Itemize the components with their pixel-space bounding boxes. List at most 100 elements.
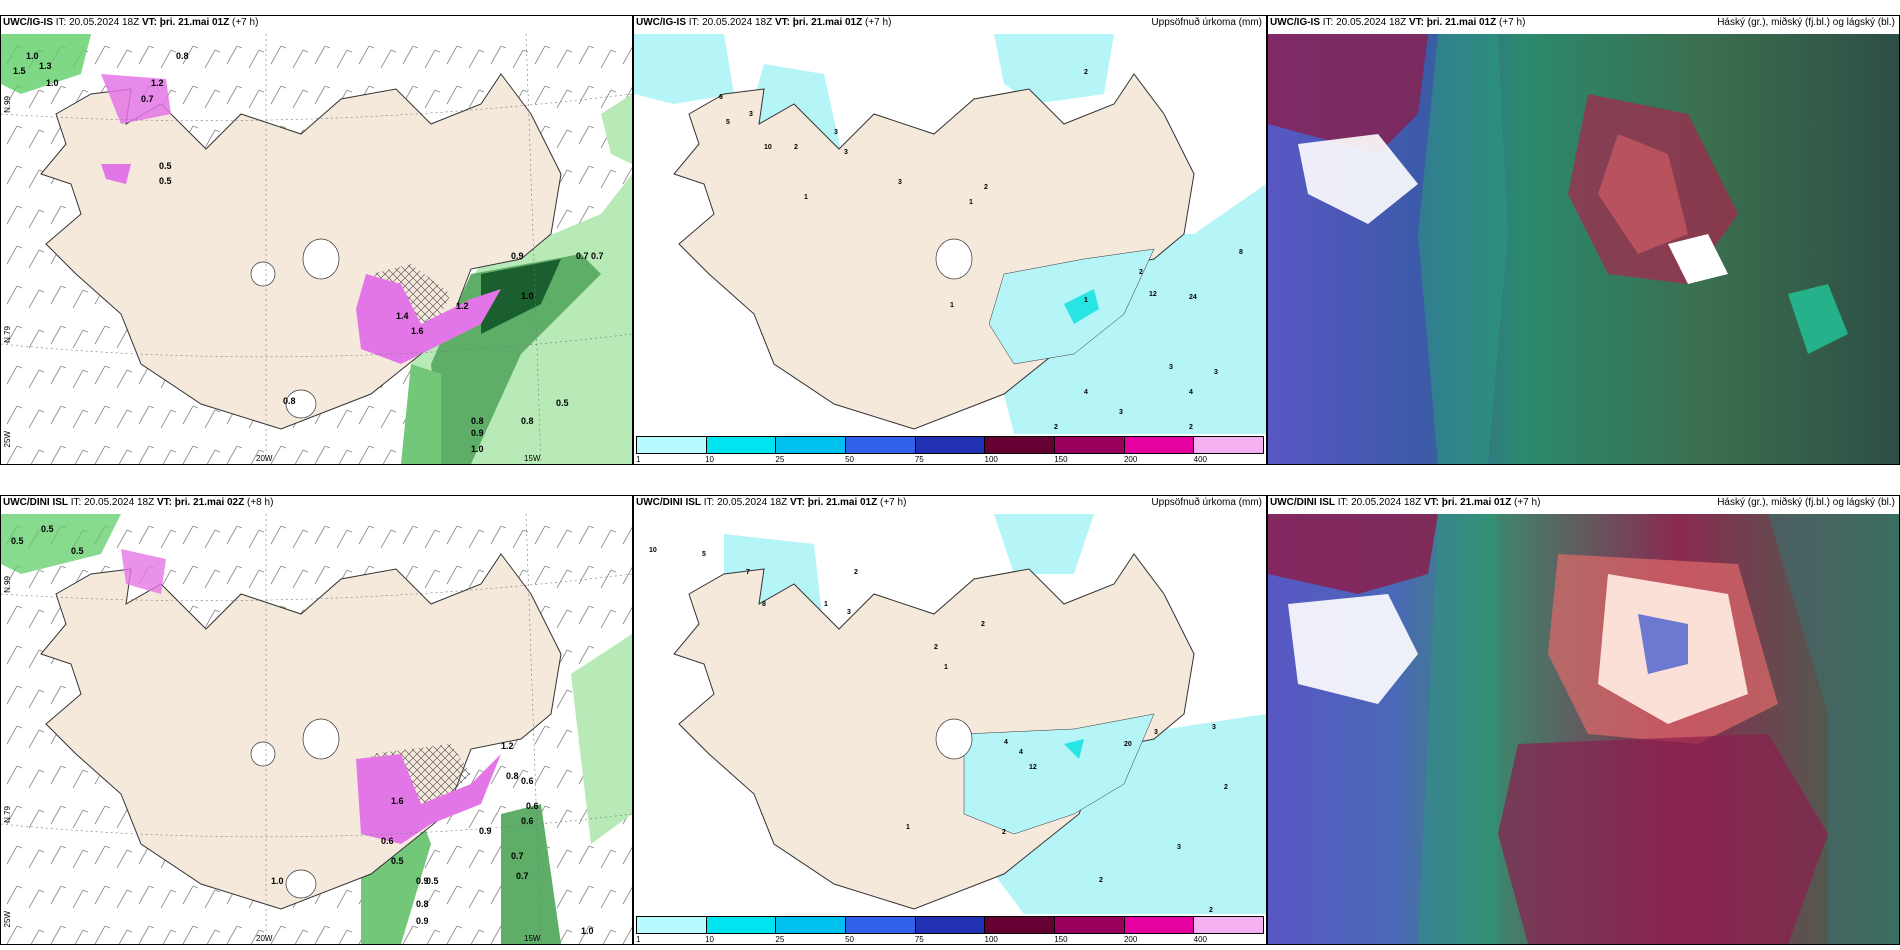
panel-subtitle: Háský (gr.), miðský (fj.bl.) og lágský (… bbox=[1717, 497, 1895, 508]
lon-label: 20W bbox=[256, 454, 273, 463]
svg-text:2: 2 bbox=[981, 621, 985, 628]
svg-text:0.8: 0.8 bbox=[471, 416, 484, 426]
svg-text:6: 6 bbox=[719, 94, 723, 101]
svg-text:0.8: 0.8 bbox=[506, 771, 519, 781]
svg-text:0.9: 0.9 bbox=[416, 916, 429, 926]
svg-text:0.7: 0.7 bbox=[576, 251, 589, 261]
colorbar-tick: 400 bbox=[1193, 935, 1208, 944]
cloud-map bbox=[1268, 514, 1899, 944]
svg-text:4: 4 bbox=[1019, 749, 1023, 756]
svg-text:0.6: 0.6 bbox=[521, 816, 534, 826]
colorbar-swatch bbox=[1124, 437, 1195, 453]
svg-text:0.5: 0.5 bbox=[41, 524, 54, 534]
panel-top-middle: UWC/IG-IS IT: 20.05.2024 18Z VT: þri. 21… bbox=[633, 15, 1267, 465]
colorbar-swatch bbox=[637, 437, 707, 453]
panel-title: UWC/IG-IS IT: 20.05.2024 18Z VT: þri. 21… bbox=[1270, 17, 1526, 28]
svg-text:1.4: 1.4 bbox=[396, 311, 409, 321]
svg-text:0.6: 0.6 bbox=[521, 776, 534, 786]
svg-text:3: 3 bbox=[1119, 409, 1123, 416]
svg-text:2: 2 bbox=[934, 644, 938, 651]
svg-text:0.9: 0.9 bbox=[511, 251, 524, 261]
svg-text:0.6: 0.6 bbox=[526, 801, 539, 811]
svg-text:1: 1 bbox=[950, 302, 954, 309]
panel-subtitle: Uppsöfnuð úrkoma (mm) bbox=[1151, 17, 1262, 28]
svg-text:0.7: 0.7 bbox=[516, 871, 529, 881]
colorbar-tick: 150 bbox=[1054, 935, 1068, 944]
svg-text:10: 10 bbox=[764, 144, 772, 151]
svg-text:3: 3 bbox=[834, 129, 838, 136]
svg-text:0.5: 0.5 bbox=[391, 856, 404, 866]
colorbar-swatch bbox=[776, 917, 847, 933]
panel-title: UWC/IG-IS IT: 20.05.2024 18Z VT: þri. 21… bbox=[636, 17, 892, 28]
svg-text:2: 2 bbox=[984, 184, 988, 191]
svg-text:10: 10 bbox=[649, 547, 657, 554]
snow-area bbox=[356, 274, 501, 364]
svg-text:0.5: 0.5 bbox=[426, 876, 439, 886]
svg-text:0.9: 0.9 bbox=[479, 826, 492, 836]
svg-text:1: 1 bbox=[824, 601, 828, 608]
svg-text:3: 3 bbox=[749, 111, 753, 118]
svg-text:3: 3 bbox=[1214, 369, 1218, 376]
colorbar: 1 10 25 50 75 100 150 200 400 bbox=[636, 436, 1264, 464]
svg-text:3: 3 bbox=[898, 179, 902, 186]
colorbar-tick: 100 bbox=[984, 935, 998, 944]
panel-top-right: UWC/IG-IS IT: 20.05.2024 18Z VT: þri. 21… bbox=[1267, 15, 1900, 465]
lon-label: 15W bbox=[524, 454, 541, 463]
svg-text:3: 3 bbox=[1154, 729, 1158, 736]
precip-map: 10 5 7 8 3 2 2 1 1 2 4 4 20 12 3 3 2 1 2… bbox=[649, 514, 1266, 914]
svg-text:0.8: 0.8 bbox=[521, 416, 534, 426]
grid-lines bbox=[1, 34, 632, 464]
lon-label: 25W bbox=[3, 431, 12, 448]
svg-text:1.0: 1.0 bbox=[581, 926, 594, 936]
panel-bottom-left: UWC/DINI ISL IT: 20.05.2024 18Z VT: þri.… bbox=[0, 495, 633, 945]
colorbar-swatch bbox=[1055, 917, 1125, 933]
svg-text:1.2: 1.2 bbox=[456, 301, 469, 311]
colorbar-tick: 10 bbox=[705, 455, 714, 464]
colorbar-tick: 25 bbox=[775, 935, 785, 944]
colorbar-swatch bbox=[846, 917, 916, 933]
lat-label: N.79 bbox=[3, 806, 12, 823]
colorbar-tick: 75 bbox=[914, 935, 924, 944]
svg-text:1: 1 bbox=[804, 194, 808, 201]
svg-text:1.0: 1.0 bbox=[271, 876, 284, 886]
wind-snow-map: 0.8 1.5 1.3 1.0 1.0 0.7 1.2 0.5 0.5 0.9 … bbox=[1, 34, 632, 464]
lat-label: N.99 bbox=[3, 96, 12, 113]
panel-title: UWC/DINI ISL IT: 20.05.2024 18Z VT: þri.… bbox=[1270, 497, 1541, 508]
lat-label: N.79 bbox=[3, 326, 12, 343]
svg-text:1.6: 1.6 bbox=[411, 326, 424, 336]
colorbar: 1 10 25 50 75 100 150 200 400 bbox=[636, 916, 1264, 944]
colorbar-swatch bbox=[637, 917, 707, 933]
svg-text:2: 2 bbox=[1084, 69, 1088, 76]
colorbar-tick: 200 bbox=[1123, 935, 1138, 944]
svg-text:0.5: 0.5 bbox=[11, 536, 24, 546]
svg-text:20: 20 bbox=[1124, 741, 1132, 748]
svg-text:2: 2 bbox=[1099, 877, 1103, 884]
panel-title: UWC/DINI ISL IT: 20.05.2024 18Z VT: þri.… bbox=[3, 497, 274, 508]
svg-text:1: 1 bbox=[1084, 297, 1088, 304]
svg-text:1.5: 1.5 bbox=[13, 66, 26, 76]
svg-text:2: 2 bbox=[794, 144, 798, 151]
svg-text:0.9: 0.9 bbox=[471, 428, 484, 438]
svg-text:2: 2 bbox=[854, 569, 858, 576]
svg-text:1.0: 1.0 bbox=[471, 444, 484, 454]
panel-bottom-middle: UWC/DINI ISL IT: 20.05.2024 18Z VT: þri.… bbox=[633, 495, 1267, 945]
svg-text:0.6: 0.6 bbox=[381, 836, 394, 846]
colorbar-swatch bbox=[706, 437, 777, 453]
value-labels: 0.5 0.5 0.5 0.6 0.8 1.2 0.9 0.7 0.6 0.5 … bbox=[11, 524, 594, 936]
colorbar-tick: 100 bbox=[984, 455, 998, 464]
panel-subtitle: Háský (gr.), miðský (fj.bl.) og lágský (… bbox=[1717, 17, 1895, 28]
svg-text:7: 7 bbox=[746, 569, 750, 576]
lon-label: 20W bbox=[256, 934, 273, 943]
svg-text:0.8: 0.8 bbox=[283, 396, 296, 406]
svg-text:3: 3 bbox=[1177, 844, 1181, 851]
svg-text:8: 8 bbox=[762, 601, 766, 608]
colorbar-swatch bbox=[846, 437, 916, 453]
colorbar-swatch bbox=[1194, 917, 1264, 933]
svg-text:2: 2 bbox=[1054, 424, 1058, 431]
svg-text:1.2: 1.2 bbox=[151, 78, 164, 88]
colorbar-swatch bbox=[1055, 437, 1125, 453]
precip-map: 6 5 3 10 2 3 3 2 3 1 1 1 2 2 1 12 24 8 3… bbox=[634, 34, 1266, 434]
panel-title: UWC/IG-IS IT: 20.05.2024 18Z VT: þri. 21… bbox=[3, 17, 259, 28]
wind-snow-map: 0.5 0.5 0.5 0.6 0.8 1.2 0.9 0.7 0.6 0.5 … bbox=[1, 514, 632, 944]
svg-text:0.7: 0.7 bbox=[591, 251, 604, 261]
